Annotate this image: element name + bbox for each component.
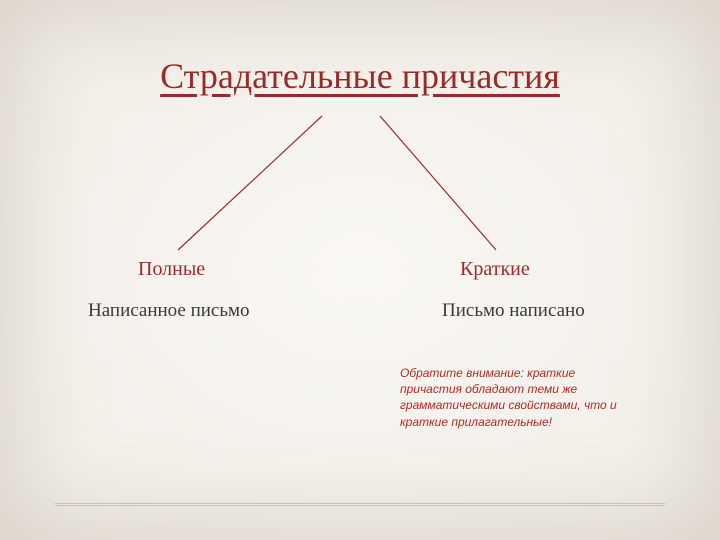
branch-label-left: Полные xyxy=(138,258,205,281)
example-right: Письмо написано xyxy=(442,300,585,322)
note-text: Обратите внимание: краткие причастия обл… xyxy=(400,365,630,430)
footer-rule xyxy=(55,503,665,506)
example-left: Написанное письмо xyxy=(88,300,250,322)
slide-title: Страдательные причастия xyxy=(160,55,560,97)
branch-line-right xyxy=(380,116,496,250)
branch-line-left xyxy=(178,116,322,250)
branch-label-right: Краткие xyxy=(460,258,530,281)
